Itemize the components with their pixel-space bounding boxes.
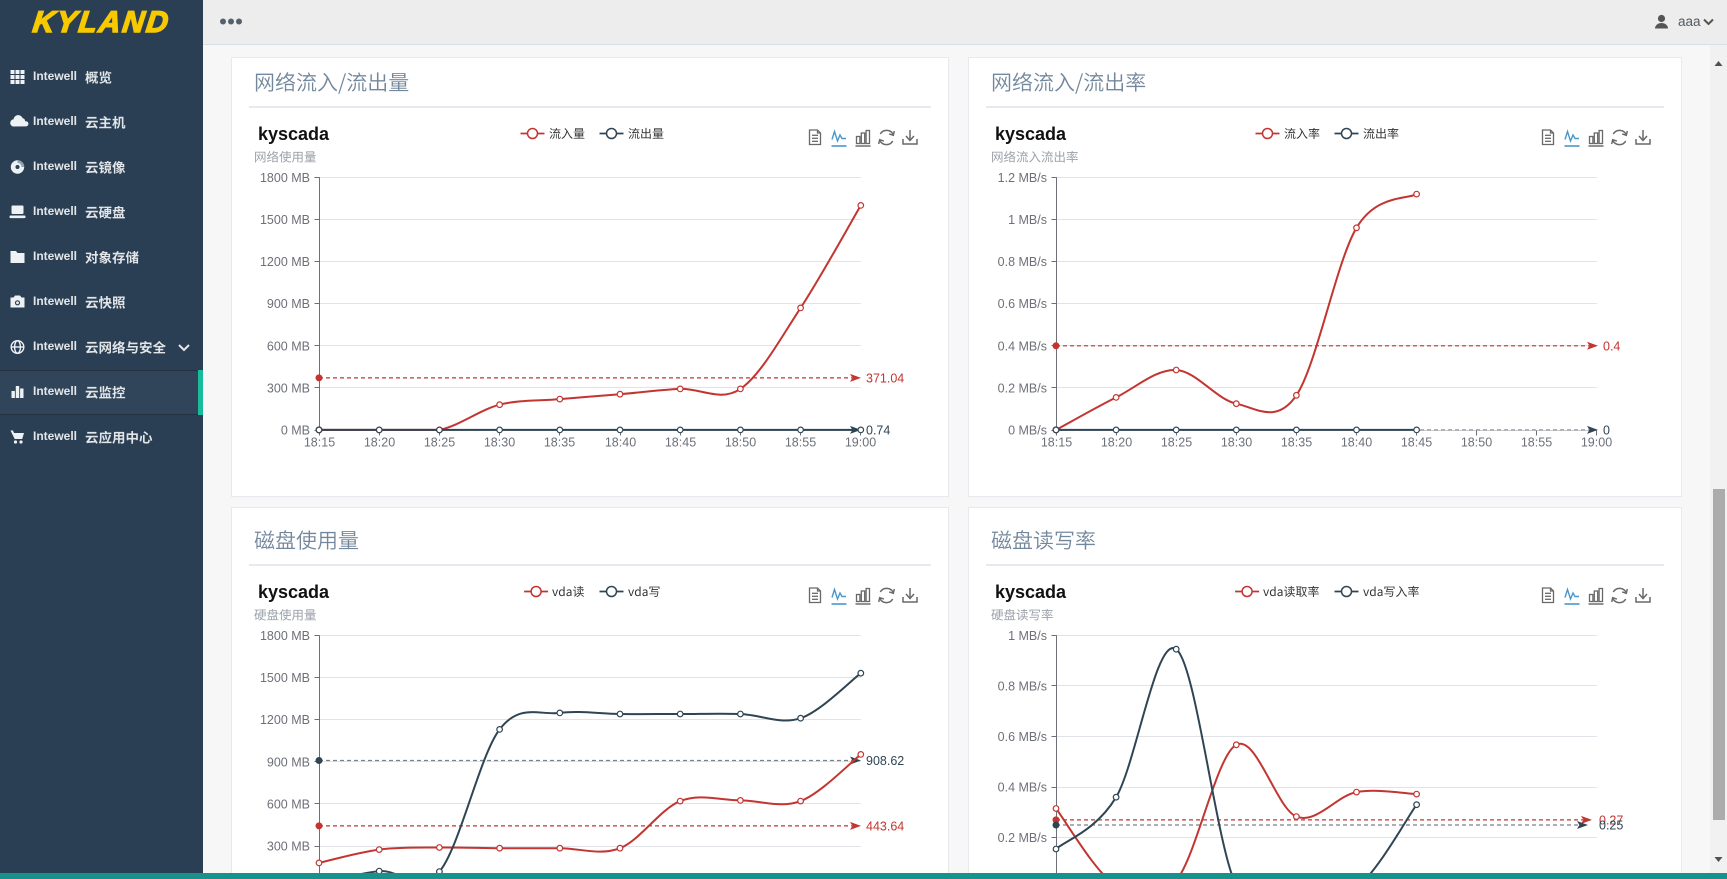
svg-text:18:20: 18:20	[364, 436, 395, 450]
svg-text:1 MB/s: 1 MB/s	[1008, 629, 1047, 643]
svg-text:0.2 MB/s: 0.2 MB/s	[998, 381, 1047, 395]
svg-text:0.25: 0.25	[1599, 819, 1623, 833]
svg-text:18:55: 18:55	[1521, 436, 1552, 450]
svg-text:0 MB: 0 MB	[281, 424, 310, 438]
svg-text:18:40: 18:40	[605, 436, 636, 450]
svg-text:18:30: 18:30	[1221, 436, 1252, 450]
svg-text:19:00: 19:00	[845, 436, 876, 450]
svg-text:300 MB: 300 MB	[267, 840, 310, 854]
svg-text:908.62: 908.62	[866, 754, 904, 768]
svg-text:18:35: 18:35	[1281, 436, 1312, 450]
svg-text:18:45: 18:45	[665, 436, 696, 450]
svg-text:18:45: 18:45	[1401, 436, 1432, 450]
svg-text:18:50: 18:50	[725, 436, 756, 450]
svg-text:1800 MB: 1800 MB	[260, 629, 310, 643]
svg-text:0.2 MB/s: 0.2 MB/s	[998, 831, 1047, 845]
svg-text:0: 0	[1603, 423, 1610, 437]
svg-text:1800 MB: 1800 MB	[260, 171, 310, 185]
svg-text:1500 MB: 1500 MB	[260, 213, 310, 227]
svg-text:1 MB/s: 1 MB/s	[1008, 213, 1047, 227]
svg-text:18:40: 18:40	[1341, 436, 1372, 450]
svg-text:18:55: 18:55	[785, 436, 816, 450]
svg-text:1200 MB: 1200 MB	[260, 255, 310, 269]
svg-text:0.6 MB/s: 0.6 MB/s	[998, 297, 1047, 311]
svg-text:18:25: 18:25	[1161, 436, 1192, 450]
svg-text:0.8 MB/s: 0.8 MB/s	[998, 679, 1047, 693]
svg-text:18:50: 18:50	[1461, 436, 1492, 450]
svg-text:600 MB: 600 MB	[267, 339, 310, 353]
svg-text:1200 MB: 1200 MB	[260, 713, 310, 727]
svg-text:18:15: 18:15	[1041, 436, 1072, 450]
svg-text:900 MB: 900 MB	[267, 297, 310, 311]
svg-text:18:25: 18:25	[424, 436, 455, 450]
svg-text:0.27: 0.27	[1599, 813, 1623, 827]
svg-text:300 MB: 300 MB	[267, 381, 310, 395]
svg-text:371.04: 371.04	[866, 371, 904, 385]
svg-text:18:20: 18:20	[1101, 436, 1132, 450]
svg-text:18:15: 18:15	[304, 436, 335, 450]
svg-text:0 MB/s: 0 MB/s	[1008, 424, 1047, 438]
svg-text:18:35: 18:35	[544, 436, 575, 450]
svg-text:18:30: 18:30	[484, 436, 515, 450]
svg-text:1.2 MB/s: 1.2 MB/s	[998, 171, 1047, 185]
svg-text:0.4 MB/s: 0.4 MB/s	[998, 339, 1047, 353]
svg-text:1500 MB: 1500 MB	[260, 671, 310, 685]
svg-text:600 MB: 600 MB	[267, 797, 310, 811]
svg-text:443.64: 443.64	[866, 819, 904, 833]
svg-text:0.8 MB/s: 0.8 MB/s	[998, 255, 1047, 269]
svg-text:0.6 MB/s: 0.6 MB/s	[998, 730, 1047, 744]
svg-text:0.4 MB/s: 0.4 MB/s	[998, 781, 1047, 795]
svg-text:0.74: 0.74	[866, 423, 890, 437]
svg-text:0.4: 0.4	[1603, 339, 1620, 353]
svg-text:aaa: aaa	[1678, 14, 1701, 29]
svg-text:900 MB: 900 MB	[267, 755, 310, 769]
svg-text:19:00: 19:00	[1581, 436, 1612, 450]
